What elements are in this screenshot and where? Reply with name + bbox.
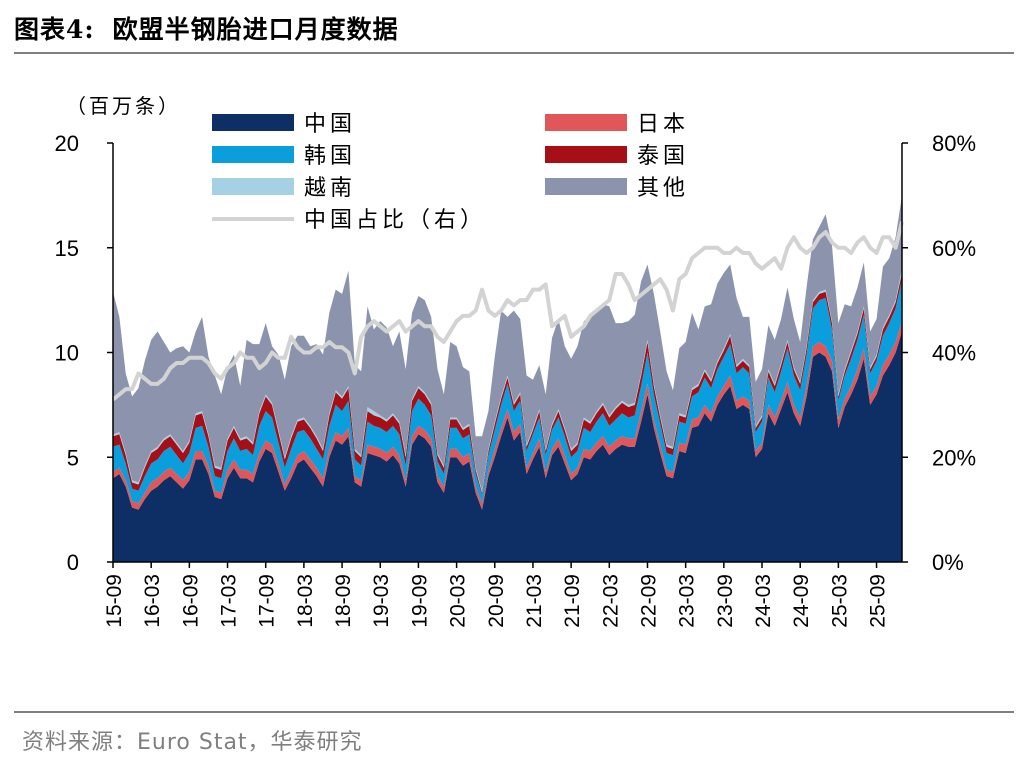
right-tick-label: 40% [932, 341, 976, 366]
x-tick-label: 15-09 [103, 574, 126, 628]
x-tick-label: 18-09 [332, 574, 355, 628]
left-tick-label: 0 [67, 550, 79, 575]
china-share-line [111, 221, 904, 402]
x-tick-label: 21-03 [523, 574, 546, 628]
top-rule [14, 52, 1014, 54]
legend-label-korea: 韩国 [304, 143, 356, 168]
x-tick-label: 16-09 [179, 574, 202, 628]
figure-title-text: 欧盟半钢胎进口月度数据 [112, 15, 399, 44]
figure-number: 图表4: [14, 15, 95, 44]
right-tick-label: 80% [932, 131, 976, 156]
area-japan [113, 321, 902, 510]
legend-swatch-china [212, 114, 294, 131]
right-tick-label: 20% [932, 445, 976, 470]
area-vietnam [113, 268, 902, 493]
x-tick-label: 17-03 [218, 574, 241, 628]
figure-title: 图表4: 欧盟半钢胎进口月度数据 [14, 10, 399, 46]
right-tick-label: 60% [932, 236, 976, 261]
x-tick-label: 19-03 [370, 574, 393, 628]
x-tick-label: 22-03 [599, 574, 622, 628]
x-tick-label: 19-09 [408, 574, 431, 628]
legend-label-china-share: 中国占比（右） [304, 207, 486, 232]
legend-label-thailand: 泰国 [637, 143, 689, 168]
bottom-rule [14, 711, 1014, 713]
unit-label: （百万条） [66, 94, 181, 118]
axes: 0 5 10 15 20 0% 20% 40% 60% 80% 15-09 16-03 16-09 17-… [55, 131, 977, 628]
x-tick-label: 16-03 [141, 574, 164, 628]
x-tick-label: 24-09 [790, 574, 813, 628]
legend-swatch-japan [545, 114, 627, 131]
legend-label-vietnam: 越南 [304, 175, 356, 200]
source-note: 资料来源：Euro Stat，华泰研究 [22, 730, 363, 755]
x-tick-label: 17-09 [256, 574, 279, 628]
legend-swatch-other [545, 178, 627, 195]
legend-swatch-korea [212, 146, 294, 163]
x-tick-label: 24-03 [752, 574, 775, 628]
area-korea [113, 279, 902, 504]
left-tick-label: 20 [55, 131, 79, 156]
area-layers [113, 195, 902, 562]
legend-label-china: 中国 [304, 111, 356, 136]
area-other [113, 195, 902, 491]
x-tick-label: 25-03 [828, 574, 851, 628]
x-tick-label: 23-03 [676, 574, 699, 628]
legend-swatch-vietnam [212, 178, 294, 195]
legend-label-other: 其他 [637, 175, 689, 200]
x-tick-label: 21-09 [561, 574, 584, 628]
left-tick-label: 5 [67, 445, 79, 470]
x-tick-label: 20-09 [485, 574, 508, 628]
x-tick-label: 18-03 [294, 574, 317, 628]
area-china [113, 331, 902, 562]
legend-label-japan: 日本 [637, 111, 689, 136]
x-tick-label: 25-09 [867, 574, 890, 628]
right-tick-label: 0% [932, 550, 964, 575]
x-tick-label: 22-09 [637, 574, 660, 628]
area-thailand [113, 272, 902, 495]
ratio-line-layer [111, 221, 904, 402]
left-tick-label: 10 [55, 341, 79, 366]
x-tick-label: 23-09 [714, 574, 737, 628]
x-tick-label: 20-03 [447, 574, 470, 628]
left-tick-label: 15 [55, 236, 79, 261]
legend-swatch-thailand [545, 146, 627, 163]
